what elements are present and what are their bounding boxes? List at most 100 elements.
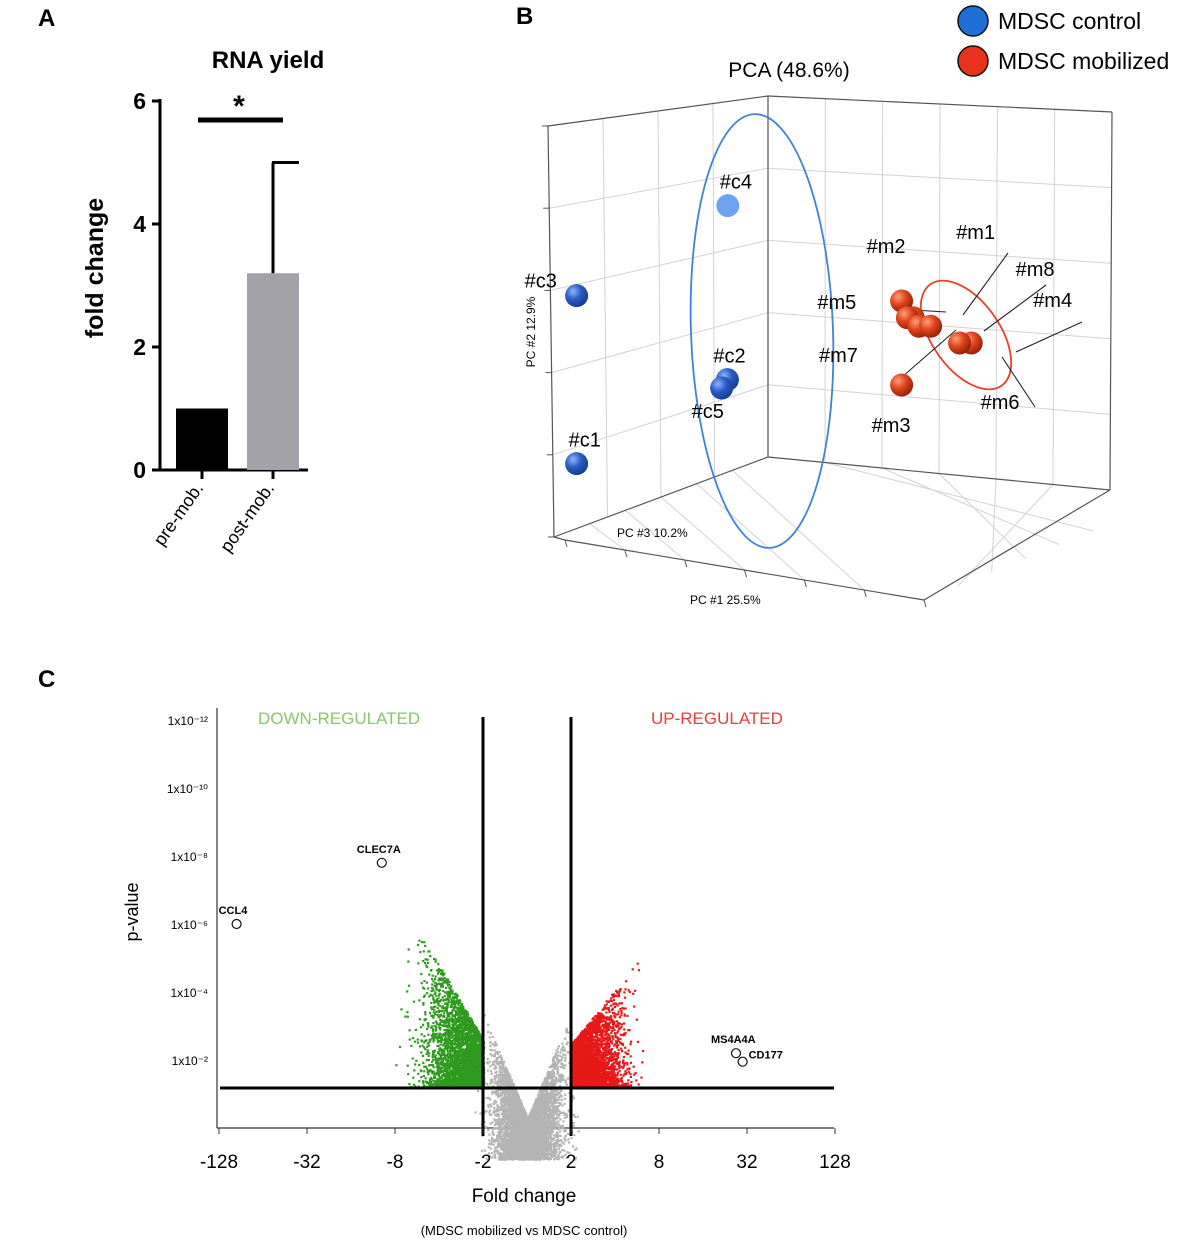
volcano-point: [544, 1151, 547, 1154]
volcano-point: [522, 1135, 525, 1138]
volcano-point: [507, 1081, 510, 1084]
volcano-point: [497, 1092, 500, 1095]
volcano-point: [544, 1124, 547, 1128]
volcano-point: [509, 1080, 512, 1084]
volcano-point: [502, 1082, 505, 1085]
volcano-point: [556, 1047, 560, 1050]
volcano-point: [489, 1082, 492, 1085]
volcano-point: [495, 1058, 499, 1061]
volcano-point: [539, 1144, 542, 1147]
volcano-point: [496, 1073, 499, 1077]
volcano-point: [490, 1143, 493, 1146]
volcano-point: [494, 1077, 497, 1080]
volcano-point: [557, 1153, 560, 1156]
volcano-point: [553, 1152, 556, 1155]
volcano-point: [512, 1124, 515, 1127]
volcano-point: [527, 1142, 530, 1145]
volcano-point: [553, 1095, 557, 1098]
volcano-point: [503, 1124, 506, 1127]
volcano-point: [497, 1123, 500, 1126]
volcano-point: [500, 1113, 504, 1116]
volcano-point: [504, 1079, 507, 1082]
volcano-point: [518, 1124, 521, 1127]
volcano-point: [557, 1054, 560, 1057]
volcano-point: [565, 1083, 568, 1086]
volcano-point: [505, 1102, 508, 1105]
pca-point-label: #m3: [872, 415, 911, 437]
volcano-point: [547, 1125, 550, 1128]
volcano-point: [491, 1121, 494, 1124]
volcano-point: [502, 1091, 505, 1095]
volcano-point: [496, 1062, 499, 1066]
volcano-point: [493, 1060, 496, 1063]
volcano-point: [549, 1110, 552, 1113]
volcano-point: [542, 1102, 545, 1106]
volcano-point: [504, 1092, 507, 1095]
volcano-point: [548, 1094, 551, 1097]
pca-point-c1: [565, 452, 589, 476]
volcano-point: [542, 1131, 546, 1134]
volcano-point: [559, 1102, 562, 1105]
panel-a-letter: A: [38, 5, 55, 32]
volcano-point: [536, 1140, 539, 1144]
volcano-point: [533, 1104, 536, 1107]
volcano-point: [508, 1139, 511, 1143]
volcano-point: [503, 1127, 506, 1130]
pca-point-label: #c3: [525, 271, 557, 293]
volcano-point: [561, 1098, 564, 1101]
volcano-point: [508, 1102, 511, 1105]
volcano-point: [502, 1069, 505, 1072]
volcano-point: [498, 1125, 501, 1128]
volcano-point: [552, 1118, 555, 1121]
volcano-point: [498, 1140, 501, 1143]
volcano-point: [497, 1128, 500, 1131]
volcano-point: [576, 1115, 579, 1118]
volcano-point: [504, 1099, 507, 1102]
volcano-point: [528, 1132, 532, 1135]
volcano-point: [503, 1093, 506, 1096]
volcano-point: [562, 1127, 565, 1130]
volcano-point: [565, 1113, 568, 1116]
volcano-point: [504, 1120, 507, 1123]
grid-line: [991, 478, 997, 573]
volcano-point: [510, 1079, 513, 1082]
volcano-point: [503, 1133, 506, 1136]
pca-point-label: #m8: [1016, 259, 1055, 281]
y-tick-label: 4: [133, 211, 146, 237]
volcano-point: [547, 1097, 550, 1100]
volcano-point: [561, 1042, 564, 1045]
box-edge: [767, 456, 1111, 491]
volcano-point: [494, 1078, 497, 1081]
volcano-point: [489, 1113, 492, 1116]
volcano-point: [503, 1114, 506, 1117]
volcano-point: [549, 1126, 553, 1129]
volcano-point: [489, 1070, 492, 1073]
volcano-point: [550, 1112, 553, 1115]
volcano-point: [538, 1100, 541, 1103]
volcano-point: [517, 1146, 520, 1149]
volcano-point: [554, 1121, 557, 1124]
box-edge: [553, 456, 769, 538]
volcano-point: [552, 1127, 555, 1130]
volcano-point: [515, 1154, 518, 1157]
volcano-point: [567, 1031, 570, 1034]
volcano-point: [561, 1111, 564, 1114]
volcano-point: [559, 1118, 562, 1121]
volcano-point: [544, 1100, 547, 1103]
volcano-point: [549, 1065, 552, 1068]
volcano-point: [546, 1101, 549, 1104]
volcano-point: [495, 1057, 498, 1060]
volcano-point: [574, 1158, 577, 1161]
volcano-point: [488, 1111, 491, 1114]
volcano-point: [500, 1083, 503, 1086]
volcano-point: [508, 1149, 511, 1152]
volcano-point: [496, 1108, 499, 1112]
volcano-point: [513, 1145, 516, 1148]
volcano-point: [540, 1133, 543, 1136]
volcano-point: [545, 1128, 548, 1131]
volcano-point: [513, 1089, 517, 1092]
volcano-point: [505, 1069, 509, 1072]
volcano-point: [513, 1091, 516, 1094]
volcano-point: [509, 1108, 512, 1112]
